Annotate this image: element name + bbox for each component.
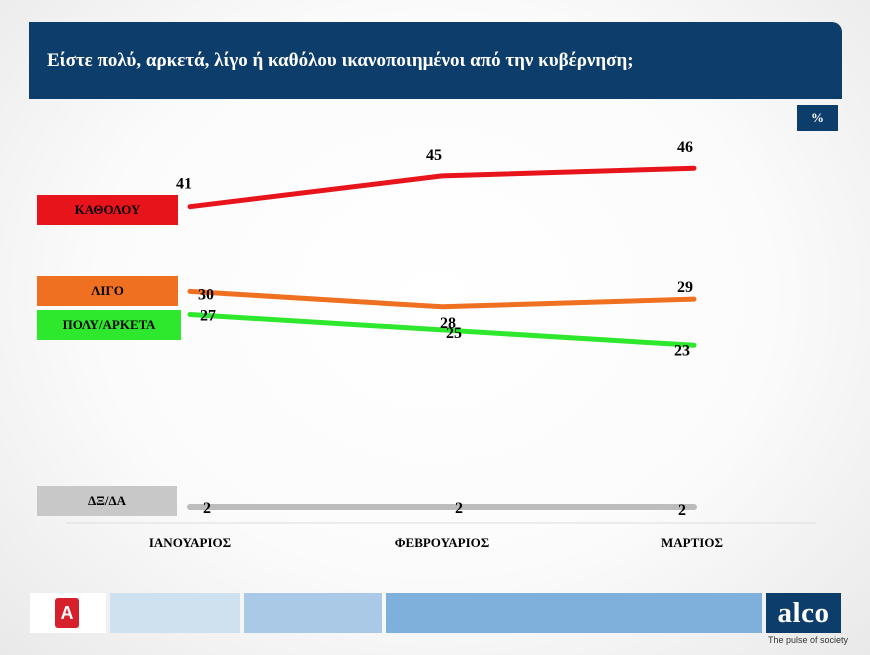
data-label-2-1: 25	[446, 325, 462, 342]
x-tick-label-2: ΜΑΡΤΙΟΣ	[661, 535, 723, 550]
legend-dx-da: ΔΞ/ΔΑ	[37, 486, 177, 516]
footer-strip-1	[110, 593, 240, 633]
footer-strip-3	[386, 593, 762, 633]
x-tick-label-1: ΦΕΒΡΟΥΑΡΙΟΣ	[395, 535, 490, 550]
series-line-2	[187, 312, 697, 348]
data-label-3-0: 2	[203, 500, 211, 517]
data-label-1-0: 30	[198, 286, 214, 303]
data-label-0-0: 41	[176, 176, 192, 193]
data-label-1-2: 29	[677, 279, 693, 296]
alco-tagline: The pulse of society	[768, 635, 849, 645]
data-label-0-1: 45	[426, 147, 442, 164]
title-bar: Είστε πολύ, αρκετά, λίγο ή καθόλου ικανο…	[29, 22, 842, 99]
alpha-news-icon: A	[55, 598, 79, 628]
x-tick-label-0: ΙΑΝΟΥΑΡΙΟΣ	[149, 535, 231, 550]
alpha-news-logo: A	[30, 593, 106, 633]
data-label-2-2: 23	[674, 342, 690, 359]
data-label-3-2: 2	[678, 502, 686, 519]
data-label-3-1: 2	[455, 500, 463, 517]
legend-ligo: ΛΙΓΟ	[37, 276, 178, 306]
chart-title: Είστε πολύ, αρκετά, λίγο ή καθόλου ικανο…	[47, 49, 634, 71]
alco-logo: alco	[766, 593, 841, 633]
series-line-0	[187, 165, 697, 210]
legend-poly-arketa: ΠΟΛΥ/ΑΡΚΕΤΑ	[37, 310, 181, 340]
unit-badge: %	[797, 105, 838, 131]
legend-kathólou: ΚΑΘΟΛΟΥ	[37, 195, 178, 225]
data-label-0-2: 46	[677, 139, 693, 156]
footer-strip-2	[244, 593, 382, 633]
series-line-1	[187, 288, 697, 310]
data-label-1-1: 28	[440, 315, 456, 332]
data-label-2-0: 27	[200, 308, 216, 325]
